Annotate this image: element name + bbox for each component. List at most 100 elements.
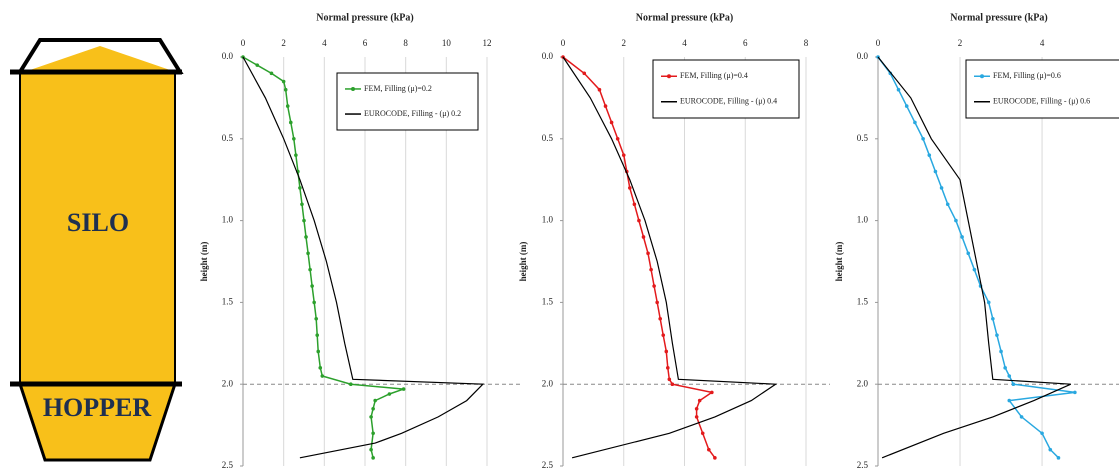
data-point (1007, 374, 1012, 378)
y-tick-label: 0.5 (222, 133, 234, 143)
data-point (401, 387, 406, 391)
data-point (371, 406, 375, 411)
data-point (316, 349, 321, 354)
data-point (999, 349, 1003, 354)
data-point (927, 153, 932, 157)
legend-label: FEM, Filling (μ)=0.4 (680, 71, 748, 80)
data-point (641, 235, 646, 239)
y-tick-label: 2.5 (222, 460, 234, 468)
chart-title: Normal pressure (kPa) (950, 12, 1047, 23)
y-tick-label: 1.0 (857, 215, 869, 225)
silo-diagram: SILO HOPPER (10, 38, 184, 462)
data-point (661, 333, 666, 337)
x-tick-label: 4 (682, 38, 687, 48)
y-tick-label: 2.0 (857, 378, 869, 388)
legend-label: EUROCODE, Filling - (μ) 0.6 (993, 97, 1090, 106)
silo-body (20, 72, 175, 384)
x-tick-label: 12 (483, 38, 492, 48)
y-tick-label: 2.5 (542, 460, 554, 468)
data-point (667, 377, 672, 382)
data-point (707, 447, 711, 452)
x-tick-label: 8 (403, 38, 408, 48)
data-point (628, 186, 632, 190)
series-line (242, 56, 485, 459)
data-point (954, 218, 958, 223)
data-point (939, 186, 944, 190)
data-point (292, 137, 296, 141)
data-point (621, 153, 626, 157)
data-point (269, 71, 274, 76)
data-point (255, 63, 260, 67)
data-point (966, 251, 971, 256)
data-point (283, 87, 288, 92)
y-tick-label: 0.5 (542, 133, 554, 143)
x-tick-label: 0 (241, 38, 246, 48)
data-point (373, 398, 377, 403)
data-point (713, 456, 717, 460)
legend-marker (351, 86, 355, 91)
legend (336, 72, 479, 131)
data-point (694, 406, 699, 411)
data-point (1056, 456, 1061, 460)
data-point (991, 316, 995, 321)
data-point (312, 300, 316, 305)
data-point (320, 374, 325, 378)
data-point (310, 284, 314, 288)
data-point (933, 169, 938, 174)
series-line (562, 56, 778, 459)
data-point (300, 202, 304, 207)
legend-label: FEM, Filling (μ)=0.2 (364, 84, 432, 93)
y-axis-label: height (m) (834, 242, 844, 282)
silo-label: SILO (67, 208, 129, 237)
y-tick-label: 1.0 (222, 215, 234, 225)
data-point (921, 137, 925, 141)
x-tick-label: 6 (743, 38, 748, 48)
data-point (670, 382, 675, 387)
y-tick-label: 0.0 (857, 51, 869, 61)
x-tick-label: 4 (322, 38, 327, 48)
data-point (281, 79, 286, 84)
x-tick-label: 6 (363, 38, 368, 48)
data-point (348, 382, 353, 387)
data-point (655, 300, 659, 305)
data-point (665, 366, 670, 370)
data-point (314, 316, 319, 321)
data-point (302, 218, 306, 223)
legend-label: EUROCODE, Filling - (μ) 0.4 (680, 97, 777, 106)
data-point (315, 333, 320, 337)
data-point (603, 104, 608, 108)
data-point (1019, 415, 1024, 419)
data-point (318, 366, 323, 370)
data-point (646, 251, 650, 256)
y-tick-label: 2.0 (542, 378, 554, 388)
data-point (369, 447, 373, 452)
y-tick-label: 0.0 (542, 51, 554, 61)
data-point (986, 300, 991, 305)
y-tick-label: 0.5 (857, 133, 869, 143)
y-tick-label: 2.5 (857, 460, 869, 468)
x-tick-label: 0 (561, 38, 566, 48)
y-tick-label: 2.0 (222, 378, 234, 388)
data-point (649, 267, 653, 272)
roof-fill (30, 46, 170, 70)
series-line (877, 56, 1072, 459)
y-tick-label: 1.5 (222, 296, 234, 306)
legend (652, 59, 800, 119)
series-line (242, 56, 404, 458)
data-point (972, 267, 977, 272)
data-point (896, 87, 901, 92)
x-tick-label: 2 (958, 38, 963, 48)
data-point (609, 120, 614, 125)
data-point (288, 120, 293, 125)
data-point (652, 284, 656, 288)
data-point (304, 235, 308, 239)
data-point (597, 87, 602, 92)
data-point (694, 415, 699, 419)
y-tick-label: 1.5 (542, 296, 554, 306)
data-point (710, 390, 714, 395)
chart-title: Normal pressure (kPa) (316, 12, 413, 23)
data-point (582, 71, 587, 76)
data-point (1040, 431, 1044, 436)
y-tick-label: 1.5 (857, 296, 869, 306)
